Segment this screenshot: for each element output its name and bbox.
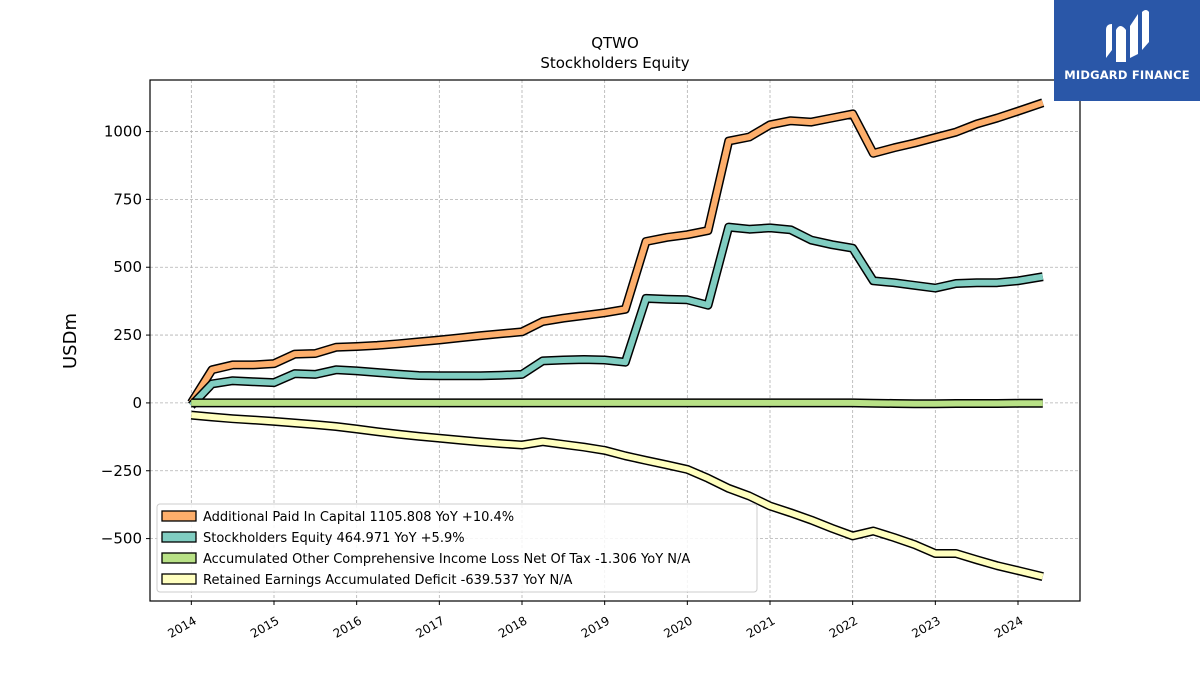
x-tick-label: 2023 — [909, 613, 942, 640]
legend-swatch — [161, 573, 197, 585]
legend-swatch — [161, 510, 197, 522]
series-line — [189, 224, 1044, 408]
y-tick-label: −250 — [101, 462, 142, 480]
x-tick-label: 2018 — [496, 613, 529, 640]
grid — [150, 80, 1080, 601]
x-tick-label: 2016 — [331, 613, 364, 640]
series-0 — [187, 98, 1045, 406]
series-layer — [187, 98, 1045, 581]
midgard-finance-logo: MIDGARD FINANCE — [1054, 0, 1200, 101]
logo-mark-icon — [1106, 10, 1149, 62]
y-tick-label: 1000 — [104, 123, 142, 141]
y-axis-label: USDm — [60, 313, 81, 369]
x-tick-label: 2021 — [744, 613, 777, 640]
y-ticks: −500 −250 0 250 500 750 1000 — [101, 123, 150, 548]
series-line — [191, 412, 1044, 580]
series-2 — [191, 398, 1043, 409]
y-tick-label: −500 — [101, 530, 142, 548]
legend-label: Additional Paid In Capital 1105.808 YoY … — [203, 510, 514, 525]
series-line — [188, 99, 1044, 405]
chart-subtitle: Stockholders Equity — [540, 54, 689, 72]
series-1 — [188, 222, 1044, 409]
x-tick-label: 2020 — [661, 613, 694, 640]
x-tick-label: 2017 — [413, 613, 446, 640]
logo-text: MIDGARD FINANCE — [1064, 68, 1190, 82]
y-tick-label: 500 — [113, 258, 142, 276]
legend-label: Accumulated Other Comprehensive Income L… — [203, 552, 690, 567]
legend-box — [156, 503, 758, 593]
series-line — [191, 399, 1043, 407]
x-ticks: 2014 2015 2016 2017 2018 2019 2020 2021 2022 2023… — [165, 601, 1026, 641]
y-tick-label: 250 — [113, 326, 142, 344]
y-tick-label: 750 — [113, 190, 142, 208]
legend-label: Retained Earnings Accumulated Deficit -6… — [203, 573, 573, 588]
legend-label: Stockholders Equity 464.971 YoY +5.9% — [203, 531, 465, 546]
chart-title: QTWO — [591, 34, 639, 52]
x-tick-label: 2024 — [992, 613, 1025, 640]
legend: Additional Paid In Capital 1105.808 YoY … — [156, 503, 758, 593]
series-line-outline — [188, 222, 1044, 409]
series-3 — [190, 410, 1044, 581]
y-tick-label: 0 — [132, 394, 142, 412]
legend-swatch — [161, 531, 197, 543]
x-tick-label: 2015 — [248, 613, 281, 640]
x-tick-label: 2014 — [165, 613, 198, 640]
x-tick-label: 2022 — [827, 613, 860, 640]
x-tick-label: 2019 — [579, 613, 612, 640]
plot-frame — [149, 79, 1081, 602]
legend-swatch — [161, 552, 197, 564]
